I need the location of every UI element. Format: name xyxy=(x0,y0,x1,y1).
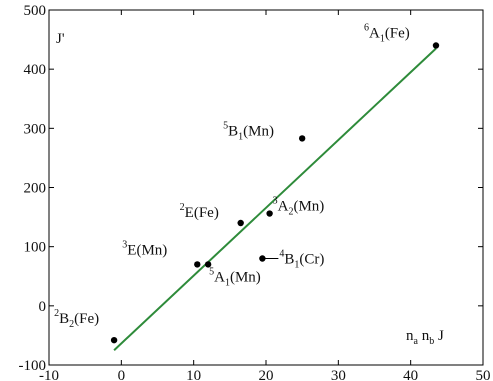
data-point xyxy=(299,135,305,141)
data-point xyxy=(237,220,243,226)
y-axis-label: J' xyxy=(56,31,65,47)
point-label: 4B1(Cr) xyxy=(279,249,324,271)
data-point xyxy=(266,210,272,216)
data-point xyxy=(194,261,200,267)
x-tick-label: 40 xyxy=(403,368,418,381)
x-tick-label: 20 xyxy=(259,368,274,381)
x-tick-label: 30 xyxy=(331,368,346,381)
point-label: 5A1(Mn) xyxy=(209,266,261,288)
point-label: 2B2(Fe) xyxy=(54,308,99,330)
data-points xyxy=(111,42,439,343)
x-tick-label: 50 xyxy=(476,368,491,381)
y-tick-label: 0 xyxy=(39,299,47,315)
y-tick-label: 100 xyxy=(24,240,47,256)
x-tick-label: 10 xyxy=(186,368,201,381)
data-point xyxy=(433,42,439,48)
point-label: 2E(Fe) xyxy=(180,202,219,221)
y-tick-label: 200 xyxy=(24,181,47,197)
y-tick-label: 500 xyxy=(24,3,47,19)
y-tick-label: 300 xyxy=(24,121,47,137)
y-tick-label: 400 xyxy=(24,62,47,78)
point-label: 3A2(Mn) xyxy=(273,196,325,218)
data-point xyxy=(111,337,117,343)
point-label: 3E(Mn) xyxy=(122,239,167,258)
x-tick-label: 0 xyxy=(118,368,126,381)
plot-frame xyxy=(49,10,483,365)
point-label: 5B1(Mn) xyxy=(223,120,274,142)
x-axis-label: na nb J xyxy=(406,328,444,347)
point-label: 6A1(Fe) xyxy=(364,23,410,45)
point-labels: 6A1(Fe) 5B1(Mn) 2E(Fe) 3A2(Mn) 3E(Mn) 5A1(Mn)… xyxy=(54,23,410,331)
y-tick-label: -100 xyxy=(19,358,47,374)
